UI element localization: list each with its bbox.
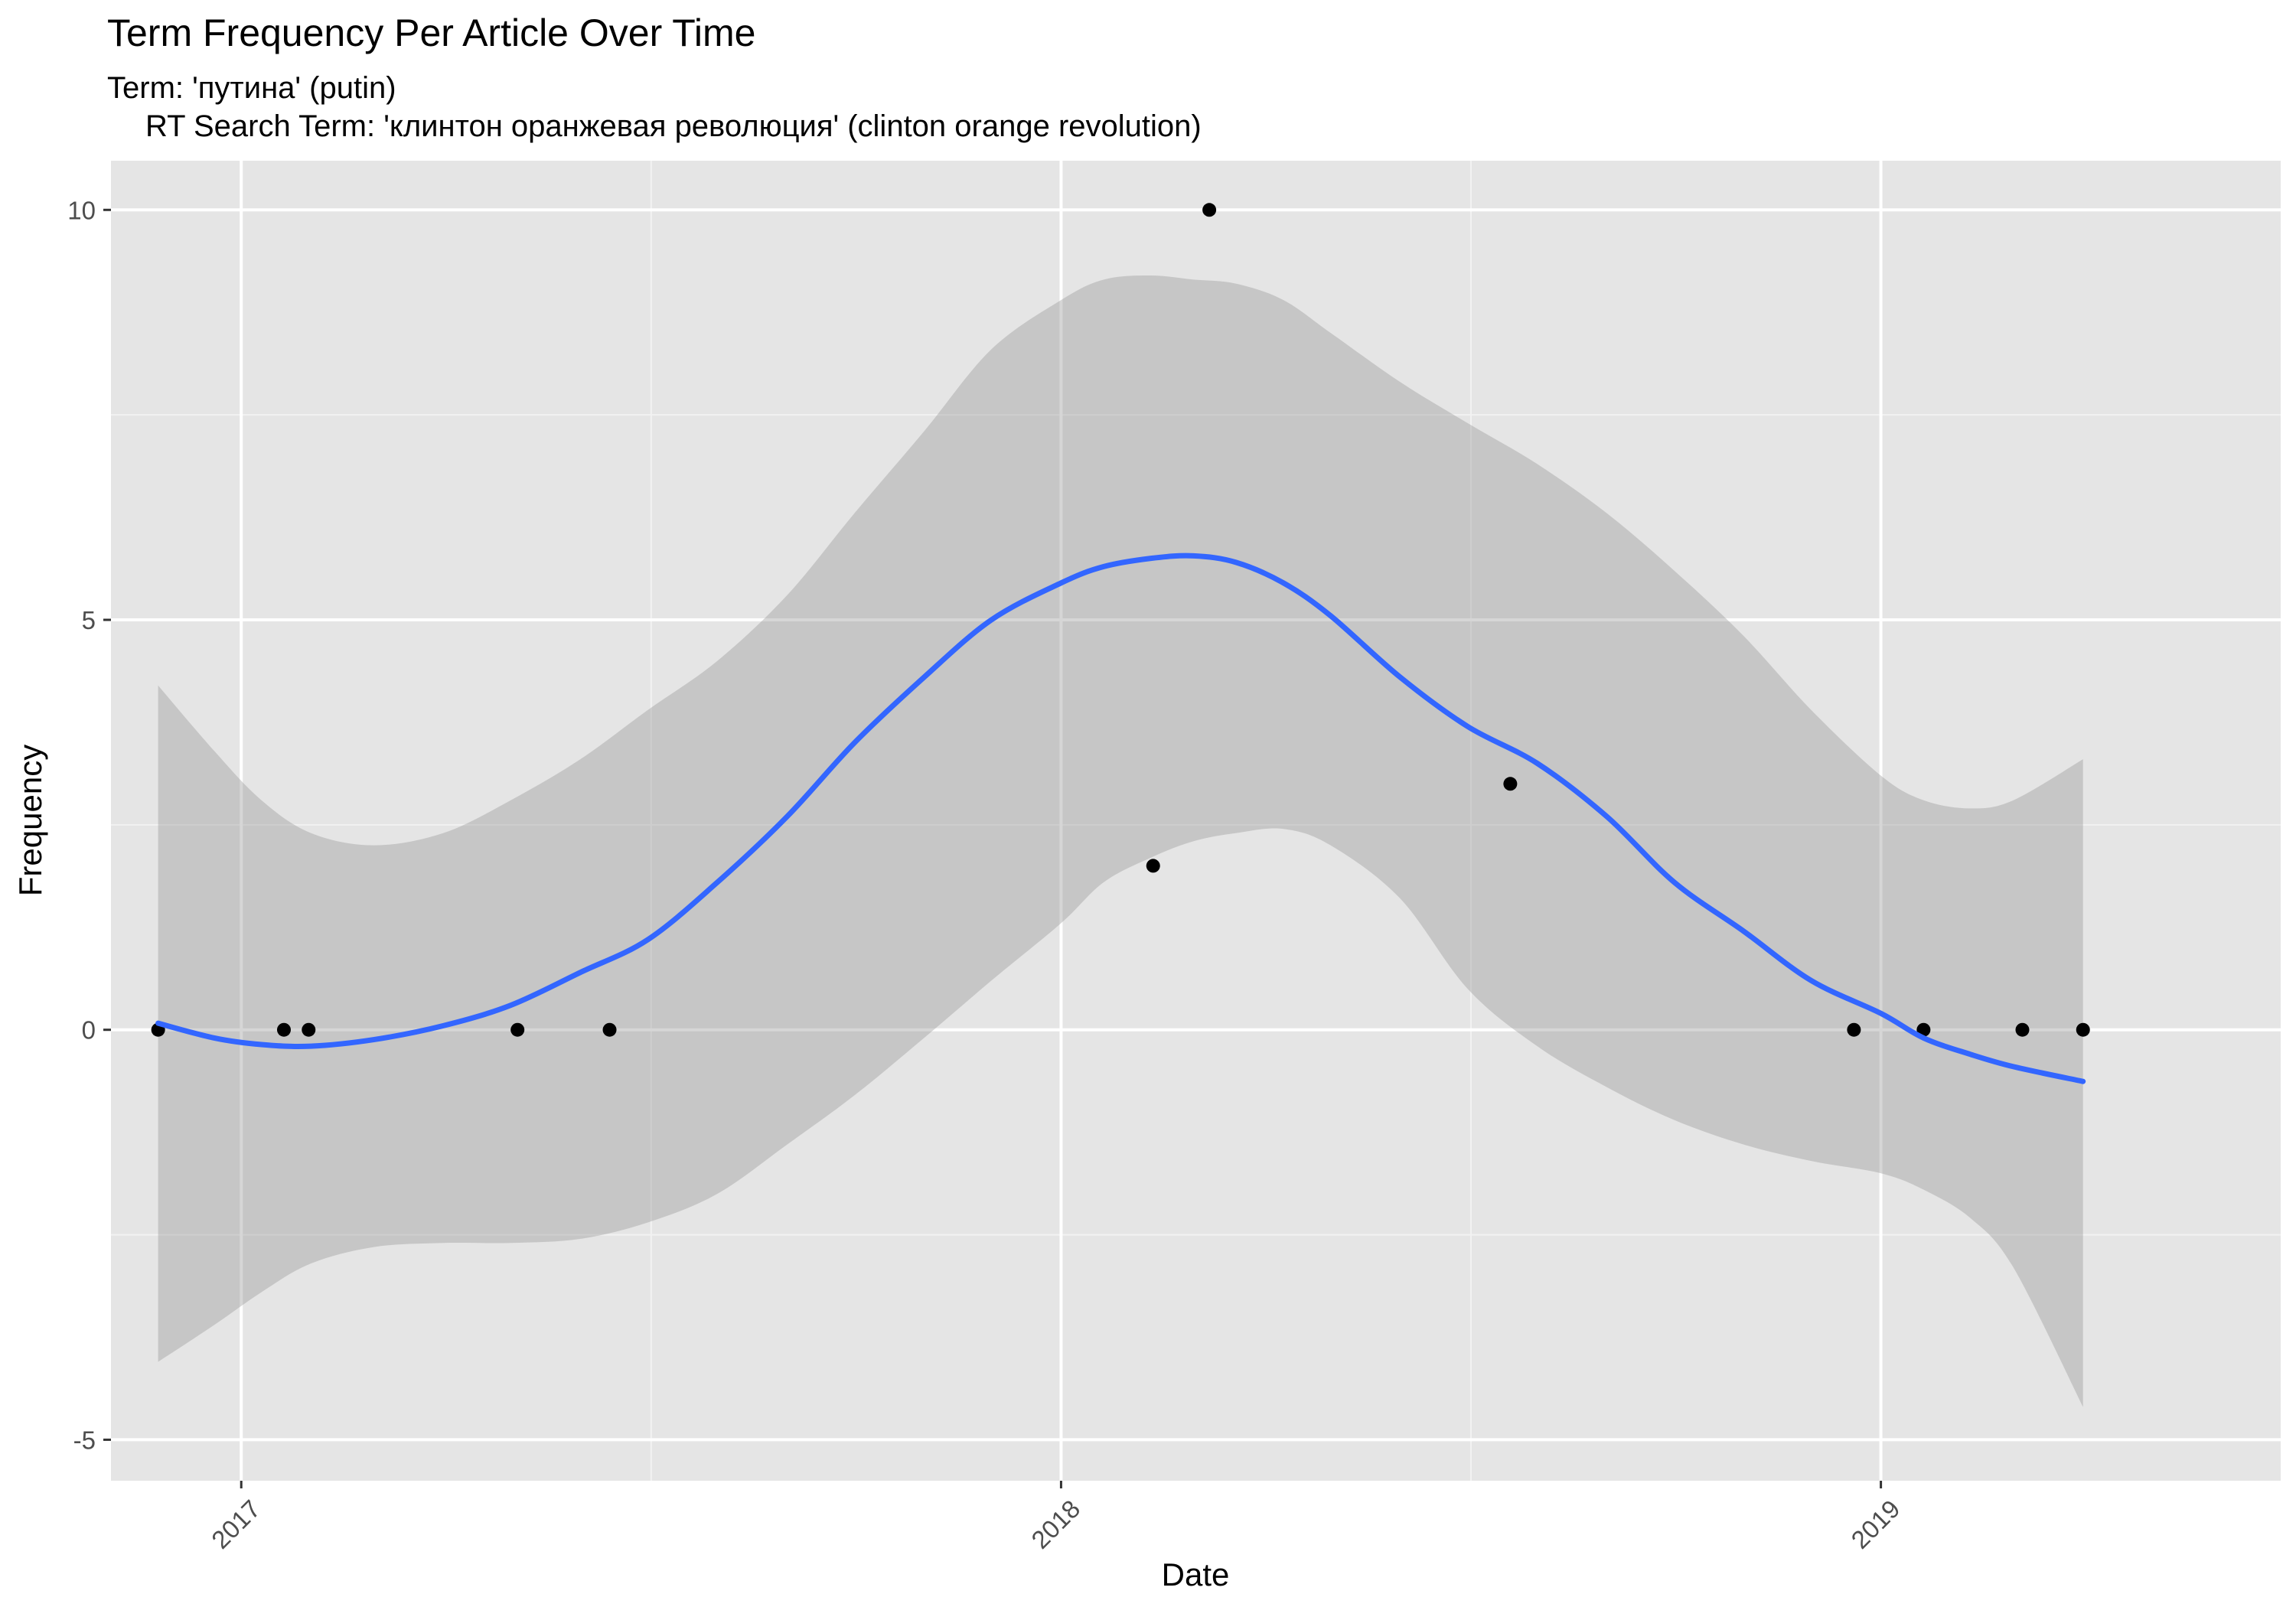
data-point xyxy=(602,1022,617,1037)
x-tick-label: 2017 xyxy=(206,1495,266,1554)
x-axis: 2017 2018 2019 xyxy=(206,1481,1906,1554)
smooth-line-layer xyxy=(155,553,2086,1084)
y-tick-label: -5 xyxy=(73,1426,96,1454)
chart-subtitle-line1: Term: 'путина' (putin) xyxy=(107,71,396,105)
data-point xyxy=(2076,1022,2090,1037)
x-tick-label: 2018 xyxy=(1026,1495,1085,1554)
data-point xyxy=(302,1022,316,1037)
y-tick-label: 10 xyxy=(67,196,96,224)
plot-panel xyxy=(111,161,2281,1481)
points-layer xyxy=(151,203,2090,1037)
confidence-ribbon xyxy=(158,275,2083,1407)
x-tick-label: 2019 xyxy=(1845,1495,1905,1554)
y-tick-label: 5 xyxy=(82,606,96,634)
data-point xyxy=(1146,859,1160,873)
data-point xyxy=(276,1022,291,1037)
y-axis: -5 0 5 10 xyxy=(67,196,111,1454)
confidence-ribbon-layer xyxy=(158,275,2083,1407)
data-point xyxy=(1202,203,1217,217)
smooth-line xyxy=(155,553,2086,1084)
chart-title: Term Frequency Per Article Over Time xyxy=(107,11,755,54)
x-axis-title: Date xyxy=(1162,1556,1230,1592)
data-point xyxy=(2015,1022,2030,1037)
grid-minor xyxy=(111,161,2281,1481)
chart-subtitle-line2: RT Search Term: 'клинтон оранжевая револ… xyxy=(145,109,1202,143)
y-axis-title: Frequency xyxy=(12,745,48,896)
y-tick-label: 0 xyxy=(82,1016,96,1045)
data-point xyxy=(510,1022,525,1037)
data-point xyxy=(1847,1022,1861,1037)
data-point xyxy=(1503,777,1518,791)
data-point xyxy=(1916,1022,1931,1037)
